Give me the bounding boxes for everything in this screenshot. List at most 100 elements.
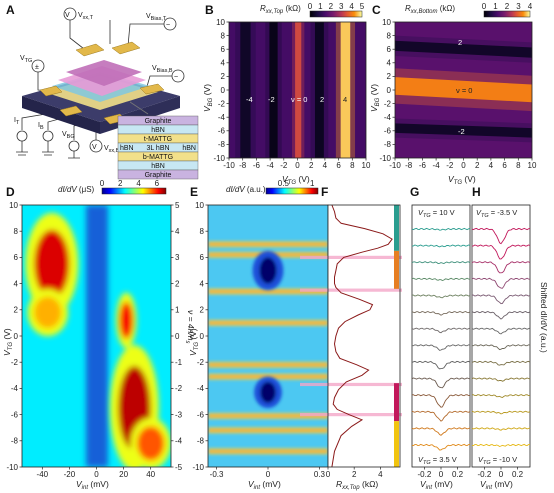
chart-h-xlabel: Vint (mV) bbox=[480, 479, 513, 491]
chart-b-stripe bbox=[269, 22, 278, 158]
stack-layer-label: Graphite bbox=[145, 172, 172, 179]
chart-f-legend-bar bbox=[394, 205, 399, 251]
chart-f-legend-bar bbox=[394, 250, 399, 289]
source-bias-top: ~ bbox=[163, 17, 177, 31]
svg-text:V: V bbox=[92, 144, 97, 151]
x-tick-label: 0 bbox=[439, 470, 444, 479]
chart-g-xlabel: Vint (mV) bbox=[420, 479, 453, 491]
y-tick-label: 2 bbox=[221, 72, 226, 81]
chart-b-stripe-halo bbox=[310, 22, 329, 158]
y-tick-label: 2 bbox=[200, 306, 205, 315]
x-tick-label: 20 bbox=[119, 470, 128, 479]
y-tick-label: -2 bbox=[197, 358, 205, 367]
x-tick-label: 8 bbox=[350, 161, 355, 170]
y-tick-label: 0 bbox=[387, 86, 392, 95]
line-cut-curve bbox=[471, 327, 531, 335]
chart-f-highlight bbox=[300, 288, 402, 292]
chart-h-frame bbox=[471, 204, 531, 468]
stack-layer-label: Graphite bbox=[145, 118, 172, 125]
chart-c-band bbox=[395, 40, 532, 58]
x-tick-label: 10 bbox=[362, 161, 371, 170]
x-tick-label: 2 bbox=[475, 161, 480, 170]
x-tick-label: 2 bbox=[309, 161, 314, 170]
x-tick-label: 0 bbox=[94, 470, 99, 479]
x-tick-label: -20 bbox=[64, 470, 76, 479]
y2-tick-label: -2 bbox=[175, 384, 183, 393]
line-cut-curve bbox=[411, 410, 471, 422]
chart-f-highlight bbox=[300, 413, 402, 417]
x-tick-label: 0 bbox=[326, 470, 331, 479]
chart-e-bright-row-core bbox=[208, 429, 328, 432]
chart-h-title: VTG = -3.5 V bbox=[476, 208, 517, 219]
x-tick-label: -40 bbox=[37, 470, 49, 479]
line-cut-curve bbox=[471, 244, 531, 260]
stack-layer-label: hBN bbox=[151, 163, 165, 170]
x-tick-label: -6 bbox=[419, 161, 427, 170]
panel-label-d: D bbox=[6, 185, 15, 199]
chart-d-colorbar bbox=[101, 187, 167, 195]
chart-e-bright-row-core bbox=[208, 375, 328, 378]
y-tick-label: 6 bbox=[221, 45, 226, 54]
chart-d-xlabel: Vint (mV) bbox=[76, 479, 109, 491]
line-cut-curve bbox=[471, 394, 531, 398]
y-tick-label: 8 bbox=[387, 31, 392, 40]
colorbar-tick-label: 2 bbox=[505, 2, 510, 11]
y2-tick-label: 1 bbox=[175, 306, 180, 315]
chart-f-series-line bbox=[331, 204, 393, 468]
line-cut-curve bbox=[471, 377, 531, 382]
y-tick-label: 0 bbox=[14, 332, 19, 341]
chart-e-gap bbox=[259, 257, 277, 284]
layer-stack-legend: Graphite hBN t-MATTG 3L hBN b-MATTG hBN Graphi… bbox=[117, 115, 199, 180]
y-tick-label: 0 bbox=[200, 332, 205, 341]
chart-c-ann-3: -2 bbox=[458, 127, 465, 136]
line-cut-curve bbox=[411, 360, 471, 370]
chart-b-stripe-halo bbox=[235, 22, 256, 158]
chart-b-stripe bbox=[295, 22, 302, 158]
panel-label-f: F bbox=[321, 185, 328, 199]
colorbar-tick-label: 0 bbox=[308, 2, 313, 11]
chart-f-highlight bbox=[300, 255, 402, 259]
label-it: IT bbox=[14, 117, 20, 126]
line-cut-curve bbox=[471, 443, 530, 447]
chart-h: VTG = -3.5 V VTG = -10 V -0.2 0 0.2 Vint (… bbox=[471, 204, 549, 491]
chart-c-band bbox=[395, 77, 532, 103]
stack-layer-label: b-MATTG bbox=[143, 154, 173, 161]
y-tick-label: 6 bbox=[387, 45, 392, 54]
chart-c-band-halo bbox=[395, 118, 532, 143]
y-tick-label: -6 bbox=[384, 127, 392, 136]
line-cut-curve bbox=[471, 277, 531, 289]
chart-b-ylabel: VBG (V) bbox=[202, 84, 214, 112]
chart-f-frame bbox=[327, 204, 401, 468]
line-cut-curve bbox=[412, 344, 471, 351]
chart-c-ann-1: 2 bbox=[458, 38, 462, 47]
y-tick-label: -4 bbox=[11, 384, 19, 393]
chart-h-bottom-label: VTG = -10 V bbox=[478, 455, 517, 466]
chart-d-blob bbox=[34, 229, 70, 299]
panel-label-g: G bbox=[410, 185, 419, 199]
chart-g-title: VTG = 10 V bbox=[418, 208, 455, 219]
svg-text:V: V bbox=[65, 12, 70, 19]
chart-d-blob bbox=[34, 296, 62, 329]
panel-label-e: E bbox=[190, 185, 198, 199]
x-tick-label: 4 bbox=[378, 470, 383, 479]
chart-c-xlabel: VTG (V) bbox=[448, 174, 476, 186]
colorbar-tick-label: 4 bbox=[136, 179, 141, 188]
colorbar-tick-label: 6 bbox=[155, 179, 160, 188]
y-tick-label: -4 bbox=[384, 113, 392, 122]
x-tick-label: -10 bbox=[223, 161, 235, 170]
x-tick-label: -8 bbox=[239, 161, 247, 170]
chart-b-stripe-halo bbox=[265, 22, 282, 158]
label-vxx-b: Vxx,B bbox=[104, 145, 120, 154]
y2-tick-label: 2 bbox=[175, 279, 180, 288]
x-tick-label: -10 bbox=[389, 161, 401, 170]
source-vtg: ± bbox=[31, 59, 45, 73]
meter-it bbox=[16, 130, 28, 156]
chart-d-blob bbox=[119, 301, 134, 339]
line-cut-curve bbox=[471, 311, 531, 320]
y2-tick-label: -4 bbox=[175, 437, 183, 446]
meter-ib bbox=[42, 130, 54, 156]
line-cut-curve bbox=[411, 277, 471, 281]
chart-f-background bbox=[328, 205, 400, 467]
x-tick-label: -2 bbox=[280, 161, 288, 170]
